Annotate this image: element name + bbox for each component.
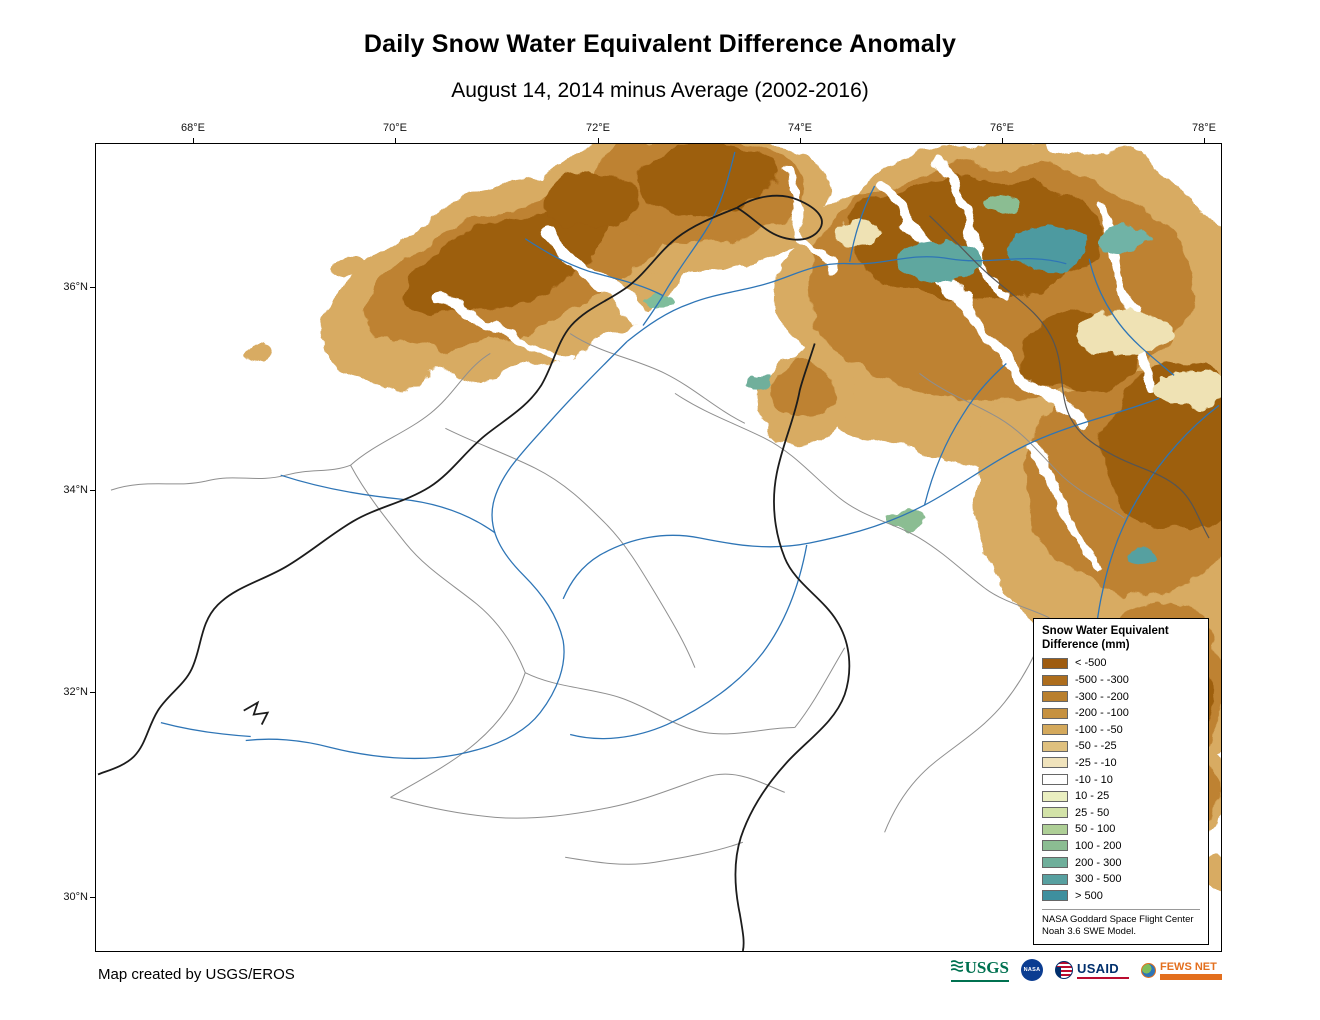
legend-swatch	[1042, 823, 1068, 835]
legend-entry-label: 300 - 500	[1075, 873, 1122, 886]
lon-tick	[1002, 138, 1003, 143]
legend-entry: > 500	[1042, 887, 1200, 904]
usaid-wordmark: USAID	[1077, 961, 1119, 976]
legend-entry: -25 - -10	[1042, 755, 1200, 772]
map-credit: Map created by USGS/EROS	[98, 966, 295, 983]
legend-swatch	[1042, 657, 1068, 669]
lon-tick	[800, 138, 801, 143]
legend-entry-label: -50 - -25	[1075, 740, 1117, 753]
legend-entry-label: -100 - -50	[1075, 723, 1123, 736]
lon-label: 78°E	[1192, 122, 1216, 134]
legend-entry: -200 - -100	[1042, 705, 1200, 722]
legend-swatch	[1042, 840, 1068, 852]
legend-entry-label: > 500	[1075, 889, 1103, 902]
legend-swatch	[1042, 774, 1068, 786]
legend-entry: 100 - 200	[1042, 838, 1200, 855]
lon-label: 68°E	[181, 122, 205, 134]
legend-entry: -50 - -25	[1042, 738, 1200, 755]
legend-title: Snow Water Equivalent Difference (mm)	[1042, 625, 1169, 651]
terrain-valleys	[440, 157, 1160, 570]
usgs-logo: USGS	[950, 958, 1009, 982]
page-subtitle: August 14, 2014 minus Average (2002-2016…	[451, 79, 869, 102]
legend-swatch	[1042, 674, 1068, 686]
fewsnet-logo: FEWS NET	[1141, 961, 1222, 980]
legend-swatch	[1042, 807, 1068, 819]
nasa-meatball-icon: NASA	[1021, 959, 1043, 981]
legend-swatch	[1042, 691, 1068, 703]
lat-tick	[90, 897, 95, 898]
page-title: Daily Snow Water Equivalent Difference A…	[363, 30, 957, 58]
usgs-tagline-bar	[950, 980, 1009, 982]
lon-tick	[193, 138, 194, 143]
legend-swatch	[1042, 707, 1068, 719]
legend-entry: -300 - -200	[1042, 688, 1200, 705]
lon-tick	[1204, 138, 1205, 143]
watershed-boundaries	[110, 333, 1125, 865]
usaid-logo: USAID	[1055, 961, 1129, 979]
legend-rows: < -500 -500 - -300 -300 - -200 -200 - -1…	[1042, 655, 1200, 904]
legend-swatch	[1042, 724, 1068, 736]
fewsnet-banner-bar	[1160, 973, 1222, 980]
legend-entry-label: -200 - -100	[1075, 707, 1129, 720]
lon-label: 70°E	[383, 122, 407, 134]
usaid-tagline-bar	[1077, 977, 1129, 979]
legend-swatch	[1042, 857, 1068, 869]
lat-label: 32°N	[63, 686, 88, 698]
lon-label: 76°E	[990, 122, 1014, 134]
legend-entry: 10 - 25	[1042, 788, 1200, 805]
footer-logos: USGS NASA USAID FEWS NET	[950, 958, 1222, 982]
lon-label: 74°E	[788, 122, 812, 134]
legend-entry-label: 100 - 200	[1075, 839, 1122, 852]
nasa-logo: NASA	[1021, 959, 1043, 981]
usgs-wave-icon	[950, 959, 964, 978]
legend-swatch	[1042, 873, 1068, 885]
legend-entry: 200 - 300	[1042, 854, 1200, 871]
legend-entry: 50 - 100	[1042, 821, 1200, 838]
legend: Snow Water Equivalent Difference (mm) < …	[1033, 618, 1209, 945]
legend-entry: -10 - 10	[1042, 771, 1200, 788]
lat-label: 30°N	[63, 891, 88, 903]
legend-entry-label: 200 - 300	[1075, 856, 1122, 869]
legend-entry-label: 10 - 25	[1075, 790, 1110, 803]
lat-label: 34°N	[63, 484, 88, 496]
legend-entry: -100 - -50	[1042, 722, 1200, 739]
usgs-wordmark: USGS	[964, 958, 1009, 977]
legend-entry-label: 50 - 100	[1075, 823, 1116, 836]
legend-swatch	[1042, 757, 1068, 769]
lon-label: 72°E	[586, 122, 610, 134]
lat-label: 36°N	[63, 281, 88, 293]
legend-source-note: NASA Goddard Space Flight Center Noah 3.…	[1042, 909, 1200, 939]
legend-swatch	[1042, 790, 1068, 802]
fewsnet-wordmark: FEWS NET	[1160, 960, 1217, 973]
fewsnet-globe-icon	[1141, 962, 1156, 978]
lon-tick	[395, 138, 396, 143]
legend-entry-label: 25 - 50	[1075, 806, 1110, 819]
legend-swatch	[1042, 890, 1068, 902]
country-border-secondary	[929, 215, 1210, 539]
lat-tick	[90, 490, 95, 491]
legend-entry-label: -25 - -10	[1075, 756, 1117, 769]
legend-swatch	[1042, 740, 1068, 752]
lon-tick	[598, 138, 599, 143]
legend-entry-label: -300 - -200	[1075, 690, 1129, 703]
map-frame: Snow Water Equivalent Difference (mm) < …	[95, 143, 1222, 952]
lat-tick	[90, 692, 95, 693]
usaid-seal-icon	[1055, 961, 1073, 979]
legend-entry: 25 - 50	[1042, 804, 1200, 821]
country-borders	[97, 194, 851, 951]
legend-entry-label: -500 - -300	[1075, 674, 1129, 687]
lat-tick	[90, 287, 95, 288]
legend-entry-label: -10 - 10	[1075, 773, 1113, 786]
legend-entry: 300 - 500	[1042, 871, 1200, 888]
legend-entry: -500 - -300	[1042, 672, 1200, 689]
legend-entry: < -500	[1042, 655, 1200, 672]
legend-entry-label: < -500	[1075, 657, 1107, 670]
